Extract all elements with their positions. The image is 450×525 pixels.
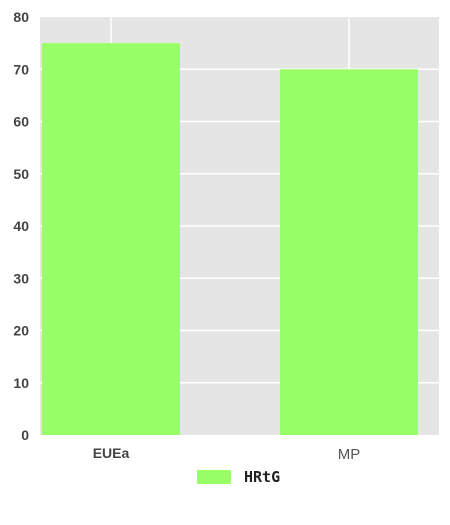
y-tick-label-20: 20	[13, 323, 29, 339]
y-tick-label-30: 30	[13, 270, 29, 286]
legend-swatch	[197, 470, 231, 484]
legend-label: HRtG	[244, 468, 280, 486]
bar-mp	[280, 69, 418, 435]
y-tick-label-50: 50	[13, 166, 29, 182]
y-axis-ticks: 0 10 20 30 40 50 60 70 80	[13, 9, 29, 443]
x-axis-ticks: EUEa MP	[93, 445, 361, 463]
x-tick-label-mp: MP	[338, 446, 361, 463]
y-tick-label-0: 0	[21, 427, 29, 443]
y-tick-label-70: 70	[13, 61, 29, 77]
y-tick-label-10: 10	[13, 375, 29, 391]
y-tick-label-60: 60	[13, 114, 29, 130]
legend: HRtG	[197, 468, 280, 486]
y-tick-label-80: 80	[13, 9, 29, 25]
x-tick-label-eue-a: EUEa	[93, 445, 130, 461]
bar-euea	[42, 43, 180, 435]
y-tick-label-40: 40	[13, 218, 29, 234]
